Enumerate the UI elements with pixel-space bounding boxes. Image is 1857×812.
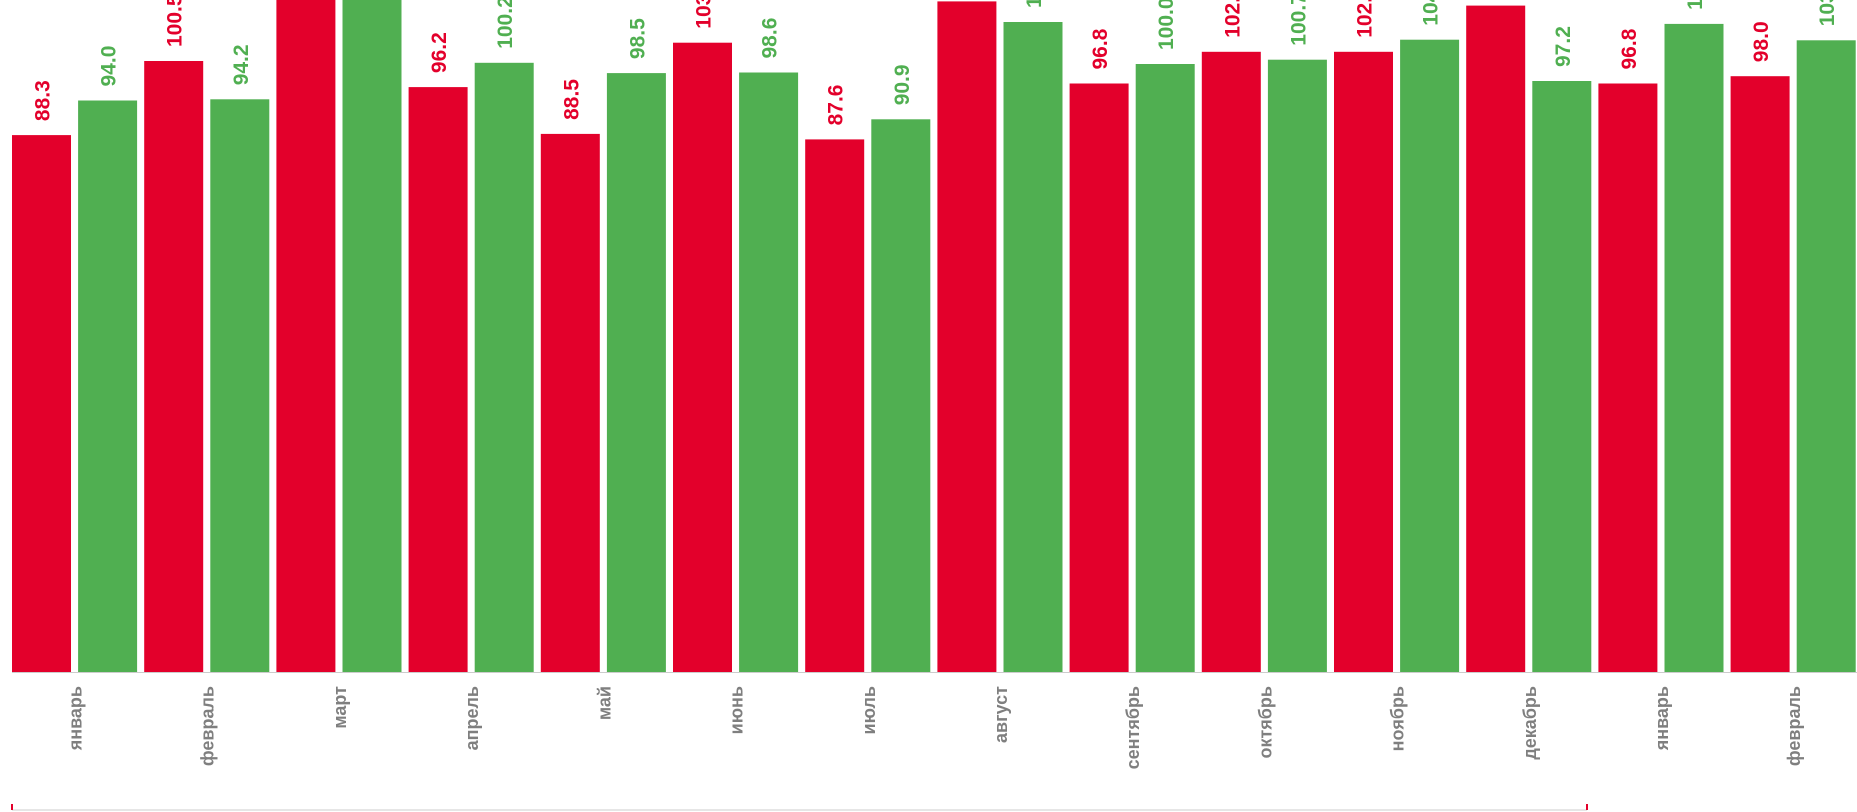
value-label-b-7: 90.9 — [891, 64, 914, 105]
bar-b-14 — [1796, 40, 1856, 673]
category-label-9: сентябрь — [1123, 686, 1143, 769]
bar-b-4 — [474, 62, 534, 673]
value-label-b-9: 100.0 — [1155, 0, 1178, 50]
value-label-a-2: 100.5 — [164, 0, 187, 47]
value-label-a-9: 96.8 — [1089, 28, 1112, 69]
bars-group — [12, 0, 1856, 673]
category-label-5: май — [594, 686, 614, 720]
period-bracket — [11, 804, 1588, 811]
value-label-b-1: 94.0 — [98, 46, 121, 87]
bar-b-11 — [1400, 39, 1460, 672]
category-label-14: февраль — [1784, 686, 1804, 766]
value-label-b-11: 104.0 — [1420, 0, 1443, 26]
bar-a-3 — [276, 0, 336, 673]
bar-a-9 — [1069, 83, 1129, 672]
bar-b-10 — [1267, 59, 1327, 672]
bar-b-6 — [739, 72, 799, 672]
value-label-a-4: 96.2 — [428, 32, 451, 73]
bar-b-2 — [210, 99, 270, 673]
bar-a-10 — [1201, 51, 1261, 673]
bar-b-8 — [1003, 22, 1063, 672]
value-label-b-12: 97.2 — [1552, 26, 1575, 67]
bar-a-4 — [408, 87, 468, 673]
value-label-a-11: 102.0 — [1354, 0, 1377, 38]
bar-a-5 — [540, 133, 600, 672]
value-label-a-1: 88.3 — [32, 80, 55, 121]
value-label-a-7: 87.6 — [825, 85, 848, 126]
bar-a-12 — [1466, 5, 1526, 673]
bar-b-13 — [1664, 23, 1724, 672]
category-label-11: ноябрь — [1388, 686, 1408, 751]
bar-a-14 — [1730, 76, 1790, 672]
bar-b-3 — [342, 0, 402, 672]
category-label-4: апрель — [462, 686, 482, 750]
value-labels-group: 88.394.0100.594.214.1111.296.2100.288.59… — [32, 0, 1840, 125]
value-label-b-5: 98.5 — [626, 18, 649, 59]
bar-a-2 — [144, 61, 204, 672]
value-label-b-8: 106.9 — [1023, 0, 1046, 8]
bar-a-8 — [937, 1, 997, 672]
value-label-b-6: 98.6 — [759, 18, 782, 59]
value-label-b-14: 103.9 — [1816, 0, 1839, 26]
category-label-1: январь — [66, 686, 86, 751]
value-label-b-4: 100.2 — [494, 0, 517, 49]
value-label-a-5: 88.5 — [560, 79, 583, 120]
category-labels-group: январь февраль март апрель май июнь июль август… — [66, 686, 1805, 770]
bar-b-5 — [606, 73, 666, 673]
category-label-2: февраль — [198, 686, 218, 766]
category-label-10: октябрь — [1255, 686, 1275, 759]
bar-b-9 — [1135, 64, 1195, 672]
value-label-a-13: 96.8 — [1618, 28, 1641, 69]
value-label-b-10: 100.7 — [1287, 0, 1310, 46]
category-label-6: июнь — [727, 686, 747, 734]
bar-a-13 — [1598, 83, 1658, 672]
value-label-a-6: 103.5 — [693, 0, 716, 29]
value-label-b-13: 106.6 — [1684, 0, 1707, 10]
category-label-12: декабрь — [1520, 686, 1540, 760]
category-label-8: август — [991, 686, 1011, 743]
bar-a-1 — [12, 135, 71, 673]
bar-a-6 — [673, 42, 732, 672]
bar-a-11 — [1334, 51, 1393, 673]
bar-b-1 — [78, 100, 138, 672]
category-label-3: март — [330, 686, 350, 729]
bar-b-7 — [871, 119, 931, 673]
value-label-b-2: 94.2 — [230, 44, 253, 85]
category-label-7: июль — [859, 686, 879, 735]
bar-a-7 — [805, 139, 865, 672]
bar-b-12 — [1532, 81, 1592, 672]
value-label-a-10: 102.0 — [1221, 0, 1244, 38]
value-label-a-14: 98.0 — [1750, 21, 1773, 62]
category-label-13: январь — [1652, 686, 1672, 751]
